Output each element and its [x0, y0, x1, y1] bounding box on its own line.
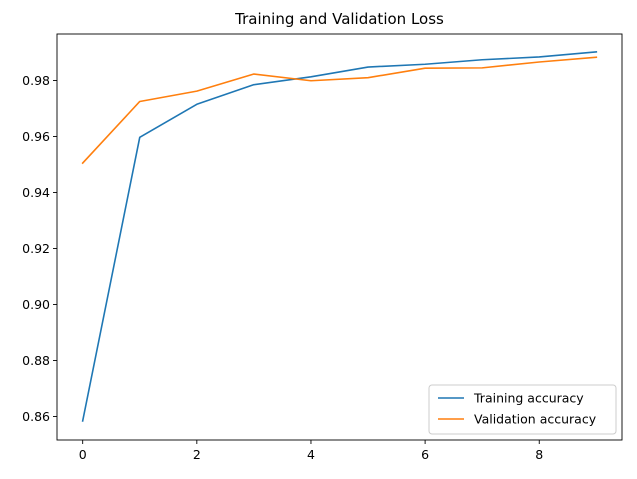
y-tick-label: 0.94 — [22, 185, 50, 200]
y-tick-label: 0.96 — [22, 129, 50, 144]
x-tick-label: 4 — [307, 447, 315, 462]
series-lines — [81, 51, 598, 422]
x-tick-label: 6 — [421, 447, 429, 462]
y-tick-label: 0.86 — [22, 409, 50, 424]
legend-label-training: Training accuracy — [473, 391, 584, 406]
y-tick-label: 0.90 — [22, 297, 50, 312]
legend-frame — [428, 384, 617, 435]
series-line-validation — [81, 56, 598, 165]
legend: Training accuracy Validation accuracy — [428, 384, 617, 435]
y-tick-label: 0.98 — [22, 73, 50, 88]
y-axis-ticks: 0.86 0.88 0.90 0.92 0.94 0.96 0.98 — [22, 73, 57, 424]
x-axis-ticks: 0 2 4 6 8 — [79, 440, 543, 462]
x-tick-label: 8 — [535, 447, 543, 462]
x-tick-label: 2 — [193, 447, 201, 462]
legend-label-validation: Validation accuracy — [474, 412, 597, 427]
x-tick-label: 0 — [79, 447, 87, 462]
y-tick-label: 0.88 — [22, 353, 50, 368]
chart-title: Training and Validation Loss — [234, 10, 444, 28]
plot-frame — [56, 33, 623, 441]
series-line-training — [81, 51, 598, 422]
y-tick-label: 0.92 — [22, 241, 50, 256]
plot-area — [57, 34, 622, 440]
